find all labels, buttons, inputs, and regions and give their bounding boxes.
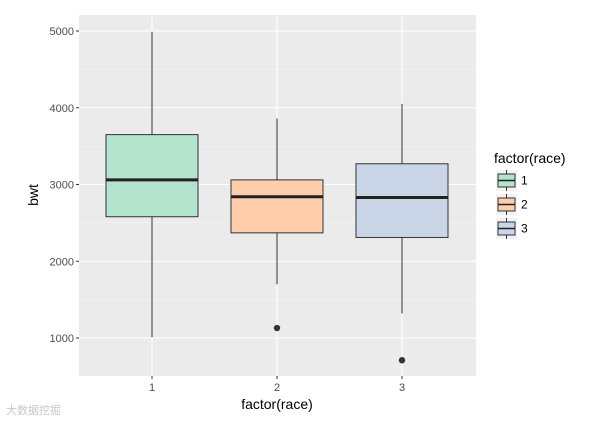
box-iqr [230,179,324,234]
box-iqr [355,163,449,238]
watermark-text: 大数据挖掘 [6,404,61,417]
x-tick-label: 2 [274,382,280,394]
y-axis-title: bwt [25,184,41,206]
legend-label: 3 [521,222,528,236]
outlier-point [398,357,406,364]
y-tick-label: 3000 [50,180,74,192]
x-tick-label: 3 [399,382,405,394]
legend-label: 1 [521,174,528,188]
outlier-point [273,324,281,332]
y-tick-label: 4000 [50,103,74,115]
x-axis-title: factor(race) [241,396,313,412]
box-iqr [105,134,199,218]
legend-title: factor(race) [494,150,566,166]
y-axis: 1000 2000 3000 4000 5000 [50,26,79,345]
x-axis: 1 2 3 [149,376,405,394]
y-tick-label: 2000 [50,256,74,268]
box-series [105,31,449,364]
y-tick-label: 1000 [50,333,74,345]
legend-label: 2 [521,198,528,212]
legend: factor(race) 1 2 3 [494,150,566,239]
y-tick-label: 5000 [50,26,74,38]
x-tick-label: 1 [149,382,155,394]
